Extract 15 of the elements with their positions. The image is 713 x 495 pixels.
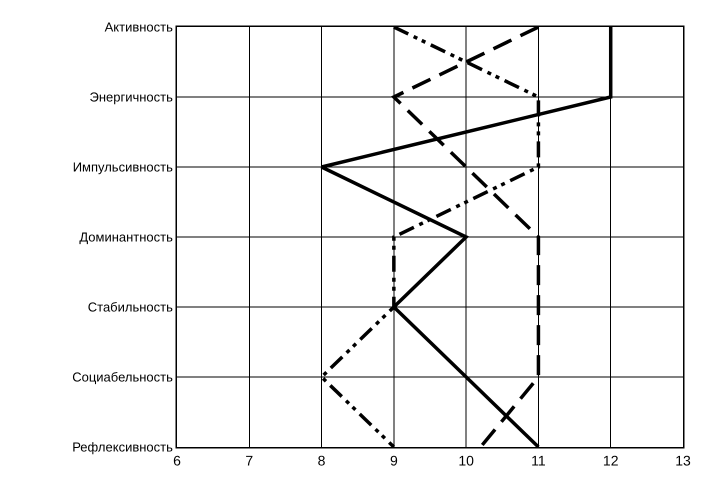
x-tick-label: 8 <box>318 452 326 468</box>
y-tick-label: Доминантность <box>79 230 174 245</box>
x-tick-label: 11 <box>531 452 546 468</box>
y-tick-label: Социабельность <box>72 370 174 385</box>
y-tick-label: Энергичность <box>89 90 174 105</box>
x-tick-label: 6 <box>173 452 182 468</box>
x-tick-label: 13 <box>675 452 691 468</box>
y-tick-label: Рефлексивность <box>72 440 174 455</box>
y-tick-label: Стабильность <box>88 300 174 315</box>
x-tick-label: 10 <box>458 452 474 468</box>
x-tick-label: 7 <box>245 452 254 468</box>
x-tick-label: 12 <box>602 452 619 468</box>
y-tick-label: Импульсивность <box>72 160 174 175</box>
y-tick-label: Активность <box>104 20 174 35</box>
x-tick-label: 9 <box>390 452 398 468</box>
